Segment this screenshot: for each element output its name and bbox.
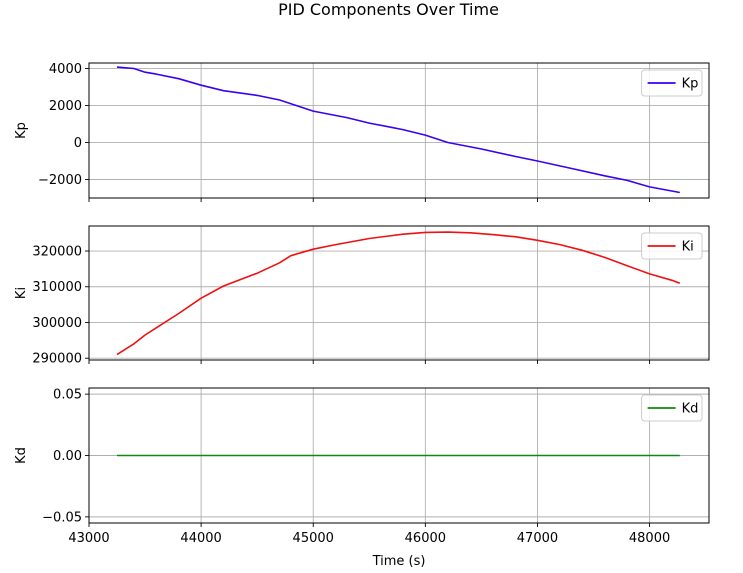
y-tick-label: 0.00 [53,449,82,464]
subplot-kd: 43000 44000 45000 46000 47000 48000 −0.05 0.00 0… [14,387,710,546]
figure-title: PID Components Over Time [278,0,499,19]
y-tick-label: 0.05 [53,388,82,403]
plot-frame [88,387,710,524]
series-line-kp [116,66,680,194]
x-tick-label: 45000 [293,531,334,546]
x-tick-label: 43000 [68,531,109,546]
subplot-kp: −2000 0 2000 4000 Kp Kp [14,62,710,202]
y-tick-label: −0.05 [42,510,82,525]
x-tick-label: 48000 [629,531,670,546]
legend-kd: Kd [641,394,703,422]
y-tick-label: 310000 [32,280,82,295]
y-tick-label: 320000 [32,245,82,260]
plot-frame [88,225,710,361]
subplot-ki: 290000 300000 310000 320000 Ki Ki [14,225,710,367]
legend-label: Kd [682,402,699,417]
y-axis-label-kd: Kd [14,447,29,464]
series-line-ki [116,231,681,356]
x-tick-label: 46000 [405,531,446,546]
y-tick-label: 300000 [32,316,82,331]
x-axis-label: Time (s) [372,554,426,569]
y-tick-label: −2000 [38,173,82,188]
plot-frame [88,62,710,199]
y-tick-label: 2000 [49,99,82,114]
y-tick-label: 290000 [32,352,82,367]
legend-label: Ki [682,240,694,255]
legend-label: Kp [682,77,699,92]
legend-ki: Ki [641,232,703,260]
y-axis-label-ki: Ki [14,287,29,299]
legend-kp: Kp [641,69,703,97]
x-tick-label: 44000 [180,531,221,546]
y-tick-label: 4000 [49,62,82,77]
x-tick-label: 47000 [517,531,558,546]
y-tick-label: 0 [74,136,82,151]
y-axis-label-kp: Kp [14,122,29,139]
